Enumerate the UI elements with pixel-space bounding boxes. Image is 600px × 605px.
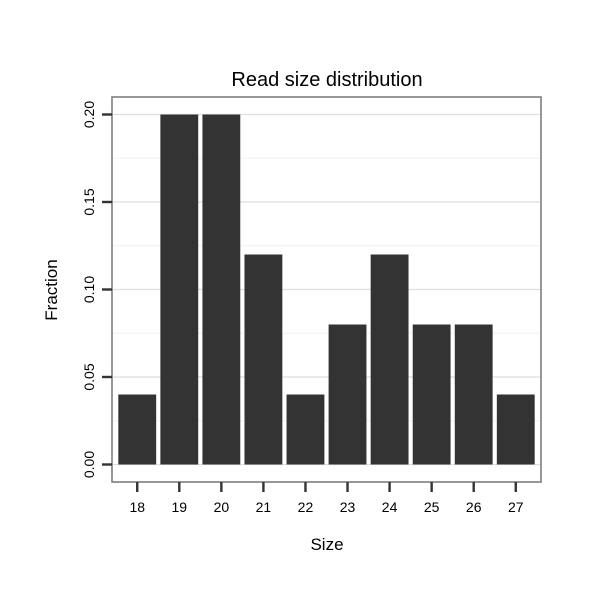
chart-title: Read size distribution xyxy=(231,69,422,91)
bar-25 xyxy=(412,324,451,465)
bar-20 xyxy=(202,114,241,465)
bar-19 xyxy=(160,114,199,465)
x-tick-label: 24 xyxy=(382,499,398,515)
y-tick-label: 0.15 xyxy=(81,188,97,215)
x-tick-label: 26 xyxy=(466,499,482,515)
y-tick-label: 0.00 xyxy=(81,451,97,478)
bar-24 xyxy=(370,254,409,465)
x-tick-label: 25 xyxy=(424,499,440,515)
x-tick-label: 23 xyxy=(340,499,356,515)
bar-23 xyxy=(328,324,367,465)
bar-27 xyxy=(496,394,535,465)
bar-18 xyxy=(118,394,157,465)
x-tick-label: 27 xyxy=(508,499,524,515)
x-axis-label: Size xyxy=(310,535,343,554)
y-tick-label: 0.05 xyxy=(81,363,97,390)
x-tick-label: 21 xyxy=(256,499,272,515)
chart-layers: 0.00 0.05 0.10 0.15 0.20 18 19 20 21 22 23 24 25 26 27 xyxy=(81,96,542,515)
y-tick-label: 0.10 xyxy=(81,276,97,303)
x-tick-label: 20 xyxy=(214,499,230,515)
y-tick-label: 0.20 xyxy=(81,101,97,128)
bar-21 xyxy=(244,254,283,465)
y-axis-label: Fraction xyxy=(42,259,61,320)
bar-26 xyxy=(454,324,493,465)
x-tick-label: 22 xyxy=(298,499,314,515)
x-tick-label: 19 xyxy=(172,499,188,515)
bar-22 xyxy=(286,394,325,465)
x-tick-label: 18 xyxy=(129,499,145,515)
